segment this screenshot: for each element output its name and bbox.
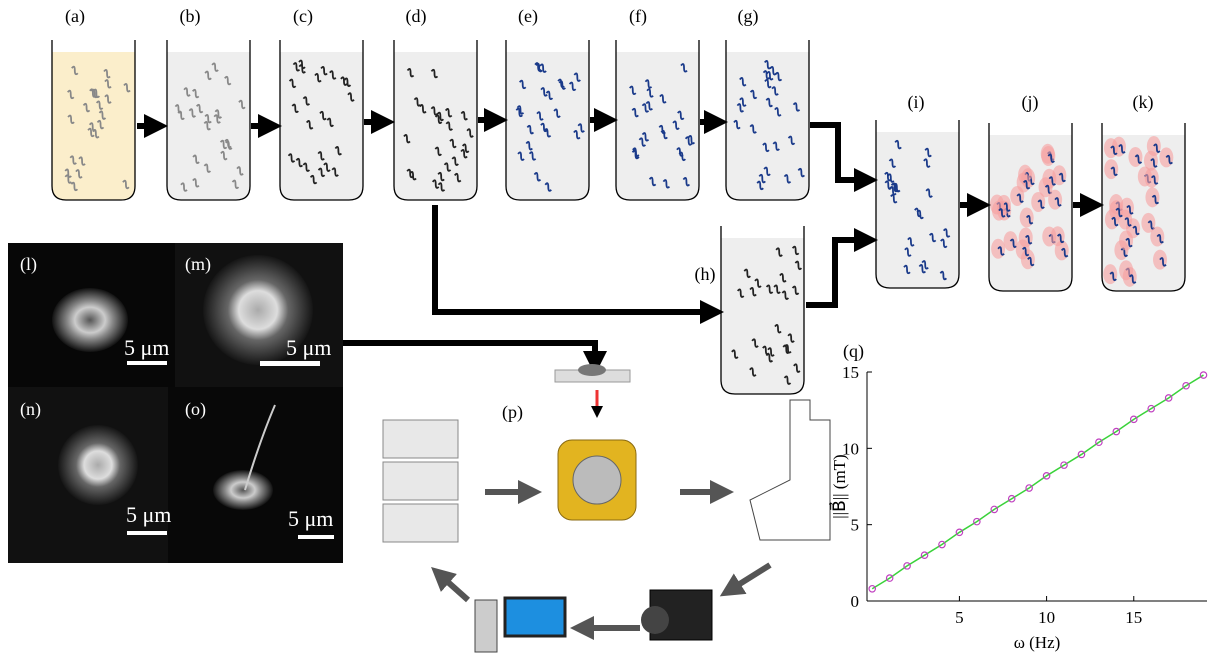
y-tick-label: 0 — [851, 592, 860, 611]
panel-label: (g) — [738, 6, 759, 27]
panel-label: (o) — [185, 399, 206, 420]
scale-bar-label: 5 μm — [124, 335, 169, 360]
panel-label: (d) — [406, 6, 427, 27]
panel-label: (j) — [1022, 92, 1039, 113]
panel-label: (q) — [843, 341, 864, 362]
x-tick-label: 5 — [955, 608, 964, 627]
panel-label: (f) — [629, 6, 647, 27]
scale-bar-label: 5 μm — [288, 506, 333, 531]
panel-label: (e) — [518, 6, 538, 27]
y-tick-label: 15 — [842, 363, 859, 382]
scale-bar-label: 5 μm — [286, 335, 331, 360]
panel-label: (i) — [908, 92, 925, 113]
data-point — [1200, 372, 1206, 378]
apparatus — [383, 364, 830, 652]
figure: (a) (b) (c) (d) (e) (f) (g) (h) (i) (j) … — [0, 0, 1209, 653]
panel-label: (l) — [20, 254, 37, 275]
x-axis-label: ω (Hz) — [1014, 633, 1061, 652]
y-axis-label: ||B⃗|| (mT) — [829, 454, 849, 518]
beaker-liquid — [280, 52, 363, 200]
panel-label: (a) — [65, 6, 85, 27]
panel-label: (b) — [180, 6, 201, 27]
panel-label: (c) — [293, 6, 313, 27]
panel-label: (p) — [502, 402, 523, 423]
y-tick-label: 5 — [851, 516, 860, 535]
panel-label: (n) — [20, 399, 41, 420]
x-tick-label: 15 — [1125, 608, 1142, 627]
panel-label: (m) — [185, 254, 211, 275]
x-tick-label: 10 — [1038, 608, 1055, 627]
panel-label: (k) — [1133, 92, 1154, 113]
chart: 05101551015ω (Hz)||B⃗|| (mT) — [829, 363, 1207, 652]
beaker-liquid — [721, 238, 804, 394]
beaker-liquid — [726, 52, 809, 200]
beaker-liquid — [394, 52, 477, 200]
scale-bar-label: 5 μm — [126, 502, 171, 527]
panel-label: (h) — [695, 264, 716, 285]
glow — [1016, 239, 1030, 259]
